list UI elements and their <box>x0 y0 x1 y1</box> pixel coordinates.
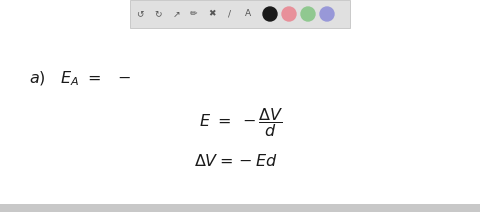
Bar <box>130 0 350 28</box>
Text: /: / <box>228 10 231 18</box>
Text: ↺: ↺ <box>136 10 144 18</box>
Text: ↻: ↻ <box>154 10 162 18</box>
Circle shape <box>320 7 334 21</box>
Text: $E\ =\ -\dfrac{\Delta V}{d}$: $E\ =\ -\dfrac{\Delta V}{d}$ <box>199 106 284 139</box>
Text: A: A <box>245 10 251 18</box>
Text: ✏: ✏ <box>190 10 198 18</box>
Text: ↗: ↗ <box>172 10 180 18</box>
Circle shape <box>282 7 296 21</box>
Text: ▦: ▦ <box>262 10 270 18</box>
Text: $a)\ \ \ E_A\ =\ \ -$: $a)\ \ \ E_A\ =\ \ -$ <box>29 69 131 88</box>
Circle shape <box>263 7 277 21</box>
Text: $\Delta V = -Ed$: $\Delta V = -Ed$ <box>194 153 278 169</box>
Text: ✖: ✖ <box>208 10 216 18</box>
Bar <box>0 204 480 212</box>
Circle shape <box>301 7 315 21</box>
